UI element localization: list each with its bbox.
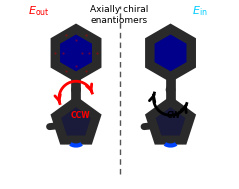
Text: CCW: CCW — [71, 111, 91, 120]
Polygon shape — [150, 101, 191, 140]
Circle shape — [72, 86, 80, 94]
Polygon shape — [156, 107, 185, 136]
Polygon shape — [149, 28, 192, 77]
Polygon shape — [55, 28, 97, 77]
Polygon shape — [55, 101, 97, 140]
Polygon shape — [61, 107, 91, 136]
Polygon shape — [155, 35, 186, 71]
Text: CW: CW — [166, 111, 180, 120]
Text: $E_\mathrm{out}$: $E_\mathrm{out}$ — [28, 4, 50, 18]
Text: $E_\mathrm{in}$: $E_\mathrm{in}$ — [192, 4, 208, 18]
Polygon shape — [60, 35, 92, 71]
Text: enantiomers: enantiomers — [91, 16, 148, 25]
Text: Axially chiral: Axially chiral — [90, 5, 149, 14]
Circle shape — [166, 86, 175, 94]
